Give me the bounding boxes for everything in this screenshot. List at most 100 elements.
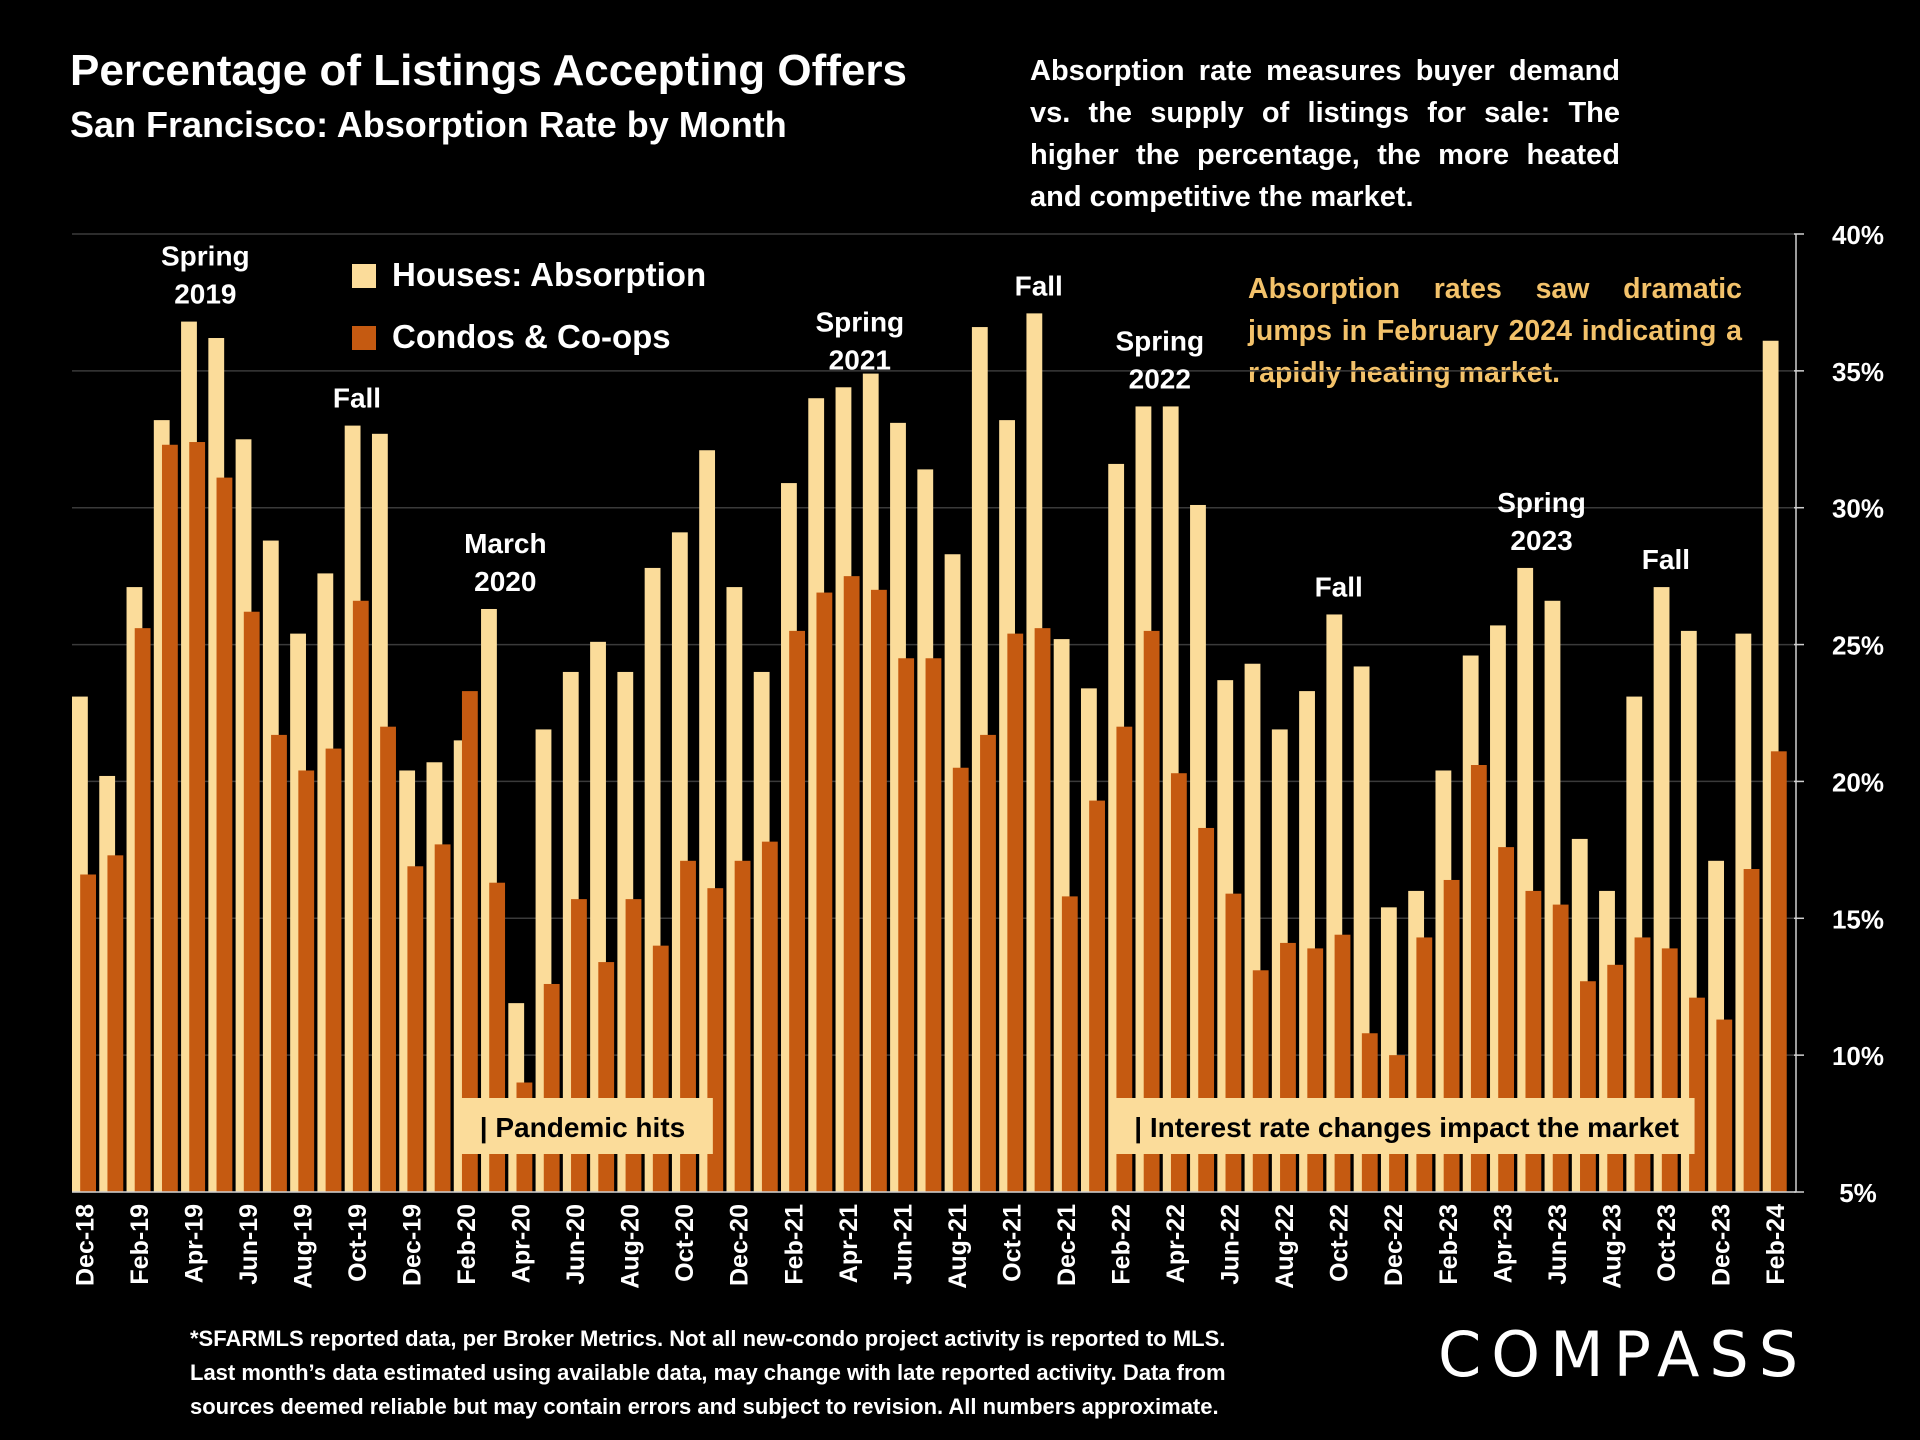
x-tick-label: Jun-20 [562,1204,590,1285]
chart-title: Percentage of Listings Accepting Offers [70,46,907,95]
bar-condos-May-19 [216,477,233,1192]
annotation-label: Spring [161,241,250,272]
annotation-label: Spring [1497,487,1586,518]
y-tick-label: 40% [1832,220,1884,250]
x-tick-label: Feb-22 [1108,1204,1136,1285]
x-tick-label: Oct-20 [671,1204,699,1282]
bar-condos-Oct-21 [1007,633,1024,1192]
bar-condos-Dec-18 [80,874,96,1192]
bar-condos-Feb-21 [789,630,806,1192]
bar-condos-Dec-23 [1716,1019,1733,1192]
callout-label: | Interest rate changes impact the marke… [1134,1112,1679,1143]
bar-condos-Sep-19 [325,748,342,1192]
chart-subtitle: San Francisco: Absorption Rate by Month [70,104,787,145]
bar-condos-Sep-22 [1307,948,1324,1192]
bar-condos-Aug-19 [298,770,315,1192]
bar-condos-Mar-22 [1143,630,1160,1192]
x-tick-label: Aug-23 [1598,1204,1626,1289]
bar-condos-Feb-22 [1116,726,1133,1192]
x-tick-label: Aug-21 [944,1204,972,1289]
y-tick-label: 30% [1832,494,1884,524]
x-tick-label: Dec-18 [71,1204,99,1286]
x-tick-label: Apr-19 [180,1204,208,1283]
annotation-label: 2020 [474,566,536,597]
bar-condos-Oct-19 [352,600,369,1192]
legend-label-condos: Condos & Co-ops [392,318,671,355]
callout-label: | Pandemic hits [480,1112,685,1143]
x-tick-label: Feb-24 [1762,1204,1790,1285]
x-tick-label: Apr-22 [1162,1204,1190,1283]
x-tick-label: Oct-23 [1653,1204,1681,1282]
bar-condos-Jul-19 [271,734,287,1192]
bar-condos-Feb-20 [461,691,478,1192]
bar-condos-May-21 [871,589,887,1192]
bar-condos-Jul-23 [1580,981,1596,1192]
x-tick-label: Jun-21 [889,1204,917,1285]
bar-condos-Sep-20 [652,945,669,1192]
absorption-bar-chart: 5% 10% 15% 20% 25% 30% 35% 40% Dec-18 Feb-19 Apr-1… [71,220,1884,1289]
callout-box [1114,1098,1695,1154]
bar-condos-Dec-20 [734,860,751,1192]
bar-condos-Jun-19 [243,611,260,1192]
annotation-label: 2022 [1129,363,1191,394]
x-tick-label: Apr-23 [1489,1204,1517,1283]
y-tick-label: 15% [1832,904,1884,934]
bar-condos-Mar-23 [1470,765,1487,1192]
annotation-label: Spring [815,306,904,337]
footnote-line-3: sources deemed reliable but may contain … [190,1394,1219,1419]
y-tick-label: 25% [1832,631,1884,661]
bar-condos-Aug-23 [1607,964,1624,1192]
annotation-label: March [464,528,546,559]
bar-condos-Jan-21 [761,841,778,1192]
x-tick-label: Oct-21 [998,1204,1026,1282]
x-tick-label: Dec-21 [1053,1204,1081,1286]
annotation-label: Fall [333,383,381,414]
footnote-line-1: *SFARMLS reported data, per Broker Metri… [190,1326,1226,1351]
bar-condos-Apr-19 [189,442,206,1193]
bar-condos-Oct-23 [1661,948,1678,1192]
legend-swatch-condos [352,326,376,350]
bar-condos-Mar-21 [816,592,833,1192]
bar-condos-Nov-21 [1034,628,1051,1192]
x-tick-label: Dec-19 [399,1204,427,1286]
bar-condos-Nov-19 [380,726,396,1192]
footnote-line-2: Last month’s data estimated using availa… [190,1360,1226,1385]
x-tick-label: Dec-22 [1380,1204,1408,1286]
x-tick-label: Aug-20 [617,1204,645,1289]
x-tick-label: Jun-19 [235,1204,263,1285]
annotation-label: Fall [1642,544,1690,575]
y-tick-label: 35% [1832,357,1884,387]
annotation-label: 2023 [1510,525,1572,556]
bar-condos-Sep-21 [980,734,996,1192]
annotation-label: Spring [1115,325,1204,356]
x-tick-label: Feb-23 [1435,1204,1463,1285]
legend-label-houses: Houses: Absorption [392,256,707,293]
bar-condos-Jan-19 [107,855,124,1192]
highlight-text: Absorption rates saw dramatic jumps in F… [1248,273,1742,389]
annotation-label: 2019 [174,279,236,310]
x-tick-label: Apr-20 [508,1204,536,1283]
legend-swatch-houses [352,264,376,288]
x-tick-label: Feb-20 [453,1204,481,1285]
bar-condos-Jun-21 [898,658,915,1192]
y-tick-label: 20% [1832,767,1884,797]
footnote: *SFARMLS reported data, per Broker Metri… [190,1322,1340,1424]
y-tick-label: 10% [1832,1041,1884,1071]
bar-condos-Jan-20 [434,844,451,1192]
x-tick-label: Feb-21 [780,1204,808,1285]
bar-condos-Jul-22 [1252,970,1269,1192]
bar-condos-Jan-24 [1743,869,1760,1192]
bar-condos-Aug-21 [952,767,969,1192]
bar-condos-Nov-23 [1689,997,1705,1192]
x-tick-label: Apr-21 [835,1204,863,1283]
bar-condos-Dec-19 [407,866,424,1192]
bar-condos-Mar-19 [161,444,178,1192]
bar-condos-Apr-21 [843,576,860,1192]
bar-condos-Jul-20 [598,962,615,1192]
x-tick-label: Aug-22 [1271,1204,1299,1289]
annotation-label: 2021 [829,344,891,375]
x-tick-label: Dec-23 [1707,1204,1735,1286]
x-tick-label: Oct-22 [1326,1204,1354,1282]
description-text: Absorption rate measures buyer demand vs… [1030,55,1620,213]
bar-condos-May-20 [543,983,560,1192]
